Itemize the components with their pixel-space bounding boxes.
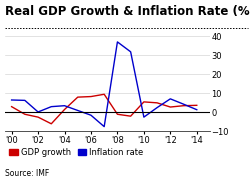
Legend: GDP growth, Inflation rate: GDP growth, Inflation rate: [9, 148, 143, 157]
Text: Real GDP Growth & Inflation Rate (%): Real GDP Growth & Inflation Rate (%): [5, 5, 250, 18]
Text: Source: IMF: Source: IMF: [5, 169, 49, 178]
